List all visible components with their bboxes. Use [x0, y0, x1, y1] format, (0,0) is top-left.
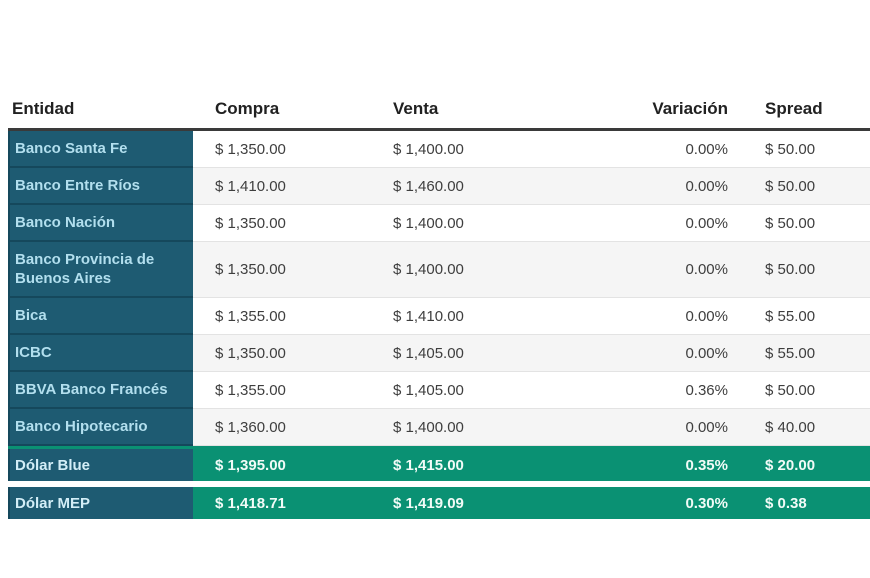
compra-cell: $ 1,418.71: [193, 487, 371, 519]
venta-cell: $ 1,400.00: [371, 409, 628, 446]
entity-cell: Banco Entre Ríos: [8, 168, 193, 205]
venta-cell: $ 1,405.00: [371, 372, 628, 409]
spread-cell: $ 50.00: [736, 372, 870, 409]
highlight-section-divider: [8, 446, 870, 449]
entity-cell: Dólar MEP: [8, 487, 193, 519]
spread-cell: $ 20.00: [736, 449, 870, 481]
table-row: Banco Hipotecario $ 1,360.00 $ 1,400.00 …: [8, 409, 870, 446]
entity-cell: ICBC: [8, 335, 193, 372]
table-row: Bica $ 1,355.00 $ 1,410.00 0.00% $ 55.00: [8, 298, 870, 335]
venta-cell: $ 1,400.00: [371, 131, 628, 168]
entity-cell: Bica: [8, 298, 193, 335]
compra-cell: $ 1,360.00: [193, 409, 371, 446]
column-header-spread: Spread: [765, 99, 823, 118]
compra-cell: $ 1,350.00: [193, 131, 371, 168]
spread-cell: $ 40.00: [736, 409, 870, 446]
spread-cell: $ 50.00: [736, 205, 870, 242]
variacion-cell: 0.35%: [628, 449, 736, 481]
exchange-rates-table: Entidad Compra Venta Variación Spread Ba…: [8, 90, 870, 519]
variacion-cell: 0.00%: [628, 205, 736, 242]
variacion-cell: 0.30%: [628, 487, 736, 519]
spread-cell: $ 55.00: [736, 298, 870, 335]
venta-cell: $ 1,419.09: [371, 487, 628, 519]
compra-cell: $ 1,350.00: [193, 242, 371, 298]
spread-cell: $ 0.38: [736, 487, 870, 519]
entity-cell: Banco Hipotecario: [8, 409, 193, 446]
entity-cell: Banco Santa Fe: [8, 131, 193, 168]
spread-cell: $ 50.00: [736, 242, 870, 298]
entity-cell: BBVA Banco Francés: [8, 372, 193, 409]
table-header-row: Entidad Compra Venta Variación Spread: [8, 90, 870, 131]
column-header-compra: Compra: [215, 99, 280, 118]
table-row: Banco Nación $ 1,350.00 $ 1,400.00 0.00%…: [8, 205, 870, 242]
compra-cell: $ 1,350.00: [193, 205, 371, 242]
compra-cell: $ 1,355.00: [193, 298, 371, 335]
spread-cell: $ 55.00: [736, 335, 870, 372]
variacion-cell: 0.36%: [628, 372, 736, 409]
variacion-cell: 0.00%: [628, 242, 736, 298]
venta-cell: $ 1,460.00: [371, 168, 628, 205]
entity-cell: Dólar Blue: [8, 449, 193, 481]
variacion-cell: 0.00%: [628, 298, 736, 335]
venta-cell: $ 1,400.00: [371, 205, 628, 242]
variacion-cell: 0.00%: [628, 168, 736, 205]
venta-cell: $ 1,410.00: [371, 298, 628, 335]
compra-cell: $ 1,355.00: [193, 372, 371, 409]
table-row: Dólar Blue $ 1,395.00 $ 1,415.00 0.35% $…: [8, 449, 870, 481]
entity-cell: Banco Provincia de Buenos Aires: [8, 242, 193, 298]
compra-cell: $ 1,395.00: [193, 449, 371, 481]
compra-cell: $ 1,350.00: [193, 335, 371, 372]
spread-cell: $ 50.00: [736, 131, 870, 168]
bank-rows-section: Banco Santa Fe $ 1,350.00 $ 1,400.00 0.0…: [8, 131, 870, 446]
table-row: Dólar MEP $ 1,418.71 $ 1,419.09 0.30% $ …: [8, 487, 870, 519]
table-row: Banco Entre Ríos $ 1,410.00 $ 1,460.00 0…: [8, 168, 870, 205]
venta-cell: $ 1,415.00: [371, 449, 628, 481]
compra-cell: $ 1,410.00: [193, 168, 371, 205]
spread-cell: $ 50.00: [736, 168, 870, 205]
dollar-rows-section: Dólar Blue $ 1,395.00 $ 1,415.00 0.35% $…: [8, 449, 870, 519]
column-header-venta: Venta: [393, 99, 439, 118]
venta-cell: $ 1,405.00: [371, 335, 628, 372]
column-header-variacion: Variación: [652, 99, 728, 118]
table-row: Banco Provincia de Buenos Aires $ 1,350.…: [8, 242, 870, 298]
variacion-cell: 0.00%: [628, 409, 736, 446]
entity-cell: Banco Nación: [8, 205, 193, 242]
venta-cell: $ 1,400.00: [371, 242, 628, 298]
variacion-cell: 0.00%: [628, 131, 736, 168]
column-header-entidad: Entidad: [12, 99, 75, 118]
table-row: Banco Santa Fe $ 1,350.00 $ 1,400.00 0.0…: [8, 131, 870, 168]
table-row: ICBC $ 1,350.00 $ 1,405.00 0.00% $ 55.00: [8, 335, 870, 372]
table-row: BBVA Banco Francés $ 1,355.00 $ 1,405.00…: [8, 372, 870, 409]
variacion-cell: 0.00%: [628, 335, 736, 372]
